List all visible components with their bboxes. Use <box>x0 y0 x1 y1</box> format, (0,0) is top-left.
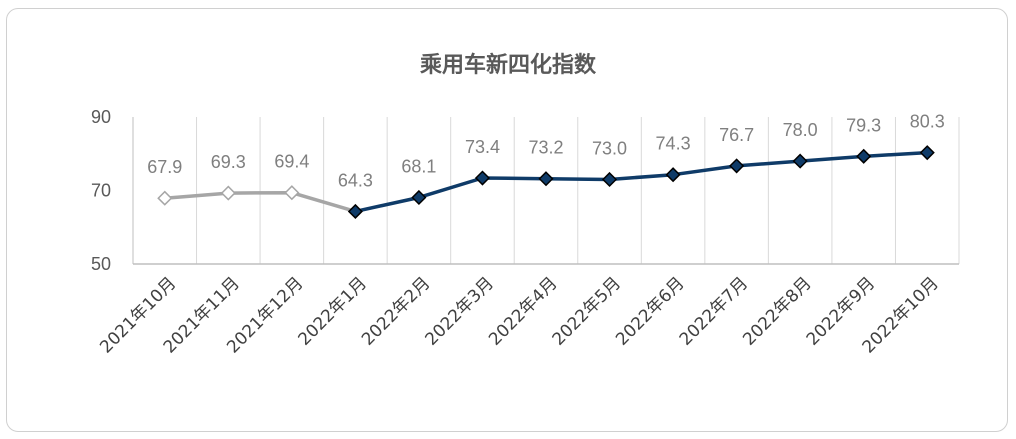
data-point-marker <box>157 190 173 206</box>
data-label: 79.3 <box>846 115 881 135</box>
chart-title: 乘用车新四化指数 <box>419 52 597 78</box>
y-axis: 90 70 50 <box>91 107 111 274</box>
data-point-marker <box>538 171 554 187</box>
series-markers <box>157 145 935 220</box>
series-line <box>355 150 928 214</box>
data-point-marker <box>729 158 745 174</box>
data-label: 69.3 <box>211 152 246 172</box>
data-labels: 67.9 69.3 69.4 64.3 68.1 73.4 73.2 73.0 74.3 76.7… <box>147 112 945 191</box>
data-point-marker <box>792 153 808 169</box>
data-label: 68.1 <box>401 156 436 176</box>
data-label: 73.4 <box>465 137 500 157</box>
data-label: 74.3 <box>656 134 691 154</box>
data-label: 76.7 <box>719 125 754 145</box>
y-tick-label: 90 <box>91 107 111 127</box>
data-point-marker <box>919 145 935 161</box>
chart-frame <box>6 8 1008 432</box>
data-point-marker <box>284 185 300 201</box>
data-label: 80.3 <box>910 112 945 132</box>
data-label: 67.9 <box>147 157 182 177</box>
y-tick-label: 70 <box>91 181 111 201</box>
data-label: 64.3 <box>338 170 373 190</box>
data-label: 73.2 <box>528 138 563 158</box>
series-lines <box>164 150 928 214</box>
data-point-marker <box>347 203 363 220</box>
data-point-marker <box>220 185 236 201</box>
data-point-marker <box>411 189 427 206</box>
series-line <box>164 190 356 214</box>
data-point-marker <box>474 170 491 186</box>
data-label: 78.0 <box>783 120 818 140</box>
data-point-marker <box>665 167 681 183</box>
data-label: 69.4 <box>274 152 309 172</box>
data-point-marker <box>601 171 618 188</box>
data-label: 73.0 <box>592 138 627 158</box>
data-point-marker <box>856 148 872 164</box>
y-tick-label: 50 <box>91 254 111 274</box>
